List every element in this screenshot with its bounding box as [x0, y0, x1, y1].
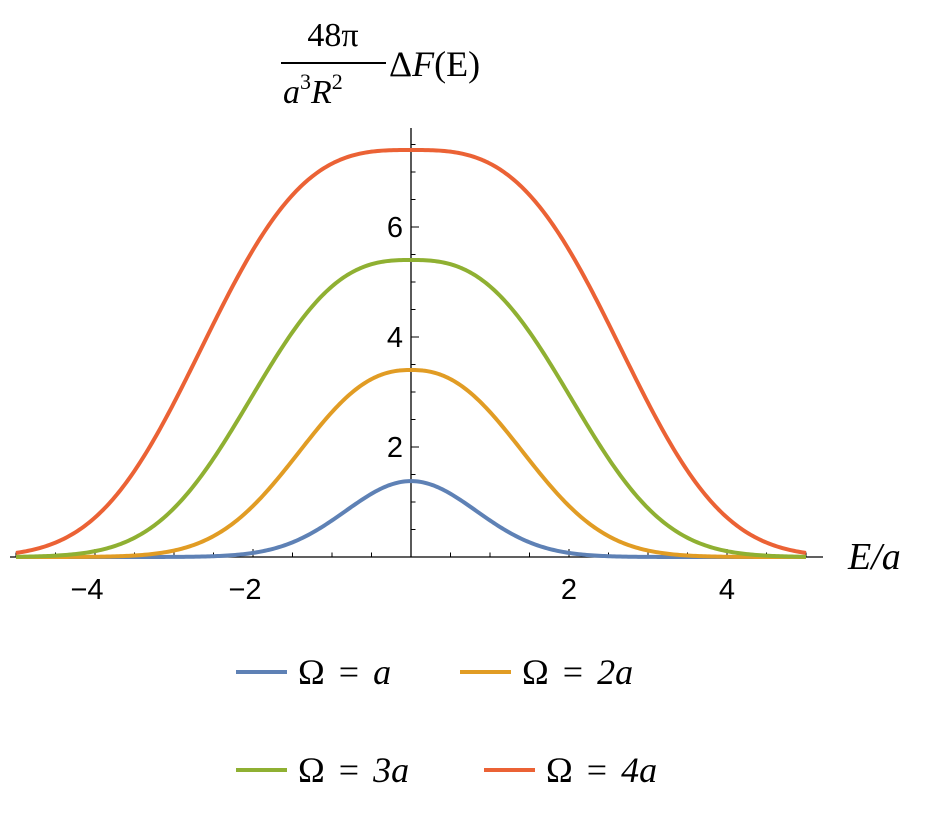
y-label-suffix: ΔF(E)	[389, 44, 480, 84]
x-axis-label: E/a	[847, 536, 901, 578]
legend-label: Ω = 2a	[522, 652, 633, 692]
series-line-3	[15, 258, 807, 559]
legend-entry-omega-a: Ω = a	[236, 652, 391, 692]
x-tick-label: 4	[719, 574, 735, 606]
x-tick-label: −4	[70, 574, 103, 606]
legend-entry-omega-3a: Ω = 3a	[236, 750, 409, 790]
series-line-1	[15, 479, 807, 559]
y-tick-label: 4	[387, 322, 403, 354]
y-label-denominator: a3R2	[283, 69, 343, 111]
series-line-4	[15, 148, 807, 555]
tick-labels: −4 −2 2 4 2 4 6	[70, 212, 735, 606]
series-lines	[15, 148, 807, 559]
y-label-numerator: 48π	[307, 17, 358, 54]
legend-label: Ω = a	[298, 652, 391, 692]
legend-entry-omega-2a: Ω = 2a	[460, 652, 633, 692]
x-tick-label: −2	[228, 574, 261, 606]
legend-label: Ω = 4a	[546, 750, 657, 790]
y-tick-label: 2	[387, 432, 403, 464]
y-axis-label: 48π a3R2 ΔF(E)	[281, 17, 480, 111]
legend: Ω = a Ω = 2a Ω = 3a Ω = 4a	[236, 652, 657, 790]
legend-label: Ω = 3a	[298, 750, 409, 790]
x-tick-label: 2	[561, 574, 577, 606]
legend-entry-omega-4a: Ω = 4a	[484, 750, 657, 790]
series-line-2	[15, 368, 807, 559]
y-tick-label: 6	[387, 212, 403, 244]
